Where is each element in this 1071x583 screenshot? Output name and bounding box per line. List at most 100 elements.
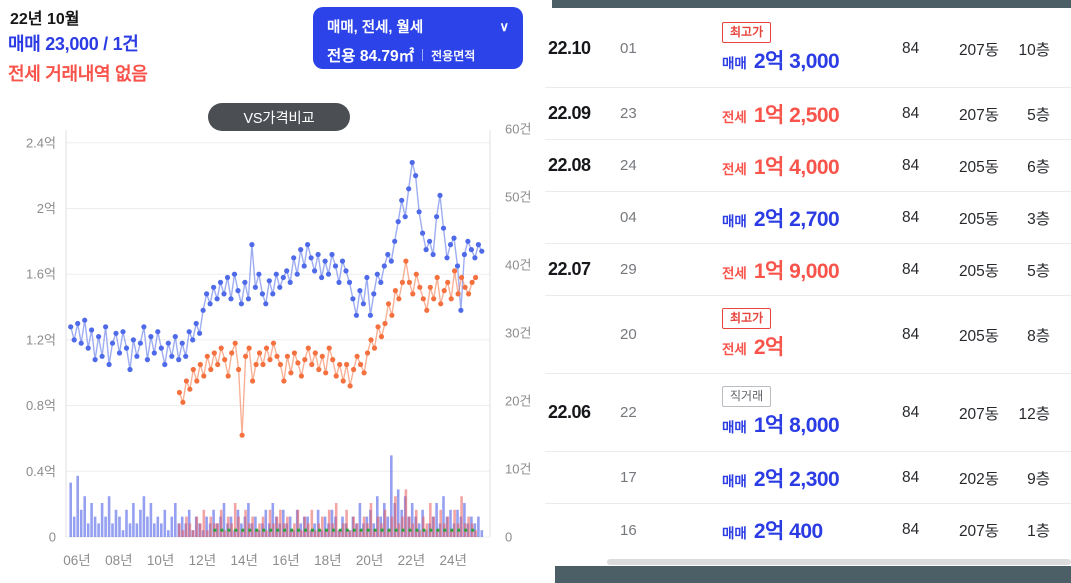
deal-price-value: 2억 400	[753, 520, 823, 543]
transaction-date: 22.10	[548, 38, 591, 58]
deal-price-value: 1억 9,000	[753, 259, 840, 283]
transaction-row[interactable]: 22.10 01 최고가 매매 2억 3,000 84 207동 10층	[545, 10, 1071, 88]
transaction-row[interactable]: 20 최고가 전세 2억 84 205동 8층	[545, 296, 1071, 374]
svg-text:2억: 2억	[37, 201, 56, 216]
jeonse-price-line	[176, 258, 479, 438]
svg-text:16년: 16년	[272, 553, 299, 568]
building-number: 207동	[958, 405, 1000, 423]
area-value: 84	[902, 260, 920, 278]
deal-price-line: 매매 2억 2,700	[722, 203, 840, 233]
transaction-row[interactable]: 17 매매 2억 2,300 84 202동 9층	[545, 452, 1071, 504]
deal-price-line: 매매 1억 8,000	[722, 409, 840, 439]
svg-text:10년: 10년	[147, 553, 174, 568]
deal-type-filter-dropdown[interactable]: 매매, 전세, 월세 ∨ 전용 84.79㎡ 전용면적	[313, 7, 523, 69]
transaction-day: 22	[620, 404, 637, 421]
deal-info: 매매 2억 400	[722, 509, 902, 551]
transaction-row[interactable]: 22.08 24 전세 1억 4,000 84 205동 6층	[545, 140, 1071, 192]
area-value: 84	[902, 325, 920, 343]
transaction-day: 17	[620, 469, 637, 486]
deal-price-value: 2억 2,300	[753, 467, 840, 491]
building-number: 205동	[958, 210, 1000, 228]
floor-number: 12층	[1018, 405, 1050, 423]
transaction-row[interactable]: 16 매매 2억 400 84 207동 1층	[545, 504, 1071, 556]
y-axis-left-labels: 2.4억 2억 1.6억 1.2억 0.8억 0.4억 0	[26, 135, 56, 544]
deal-price-line: 전세 1억 9,000	[722, 255, 840, 285]
deal-price-value: 2억 3,000	[753, 50, 840, 73]
area-value: 84	[902, 468, 920, 486]
svg-text:22년: 22년	[398, 553, 425, 568]
grid-lines	[65, 130, 491, 538]
deal-info: 전세 1억 4,000	[722, 145, 902, 187]
deal-type-label: 매매	[722, 473, 747, 489]
deal-type-label: 전세	[722, 265, 747, 281]
building-number: 207동	[958, 106, 1000, 124]
floor-number: 1층	[1027, 523, 1050, 540]
transaction-day: 04	[620, 209, 637, 226]
deal-type-filter-label: 매매, 전세, 월세	[327, 20, 424, 36]
chevron-down-icon: ∨	[499, 18, 509, 34]
floor-number: 3층	[1027, 210, 1050, 228]
deal-price-line: 매매 2억 3,000	[722, 45, 840, 75]
table-top-dark-bar	[552, 0, 1071, 8]
svg-text:40건: 40건	[505, 258, 531, 273]
table-scrollbar[interactable]	[607, 559, 1071, 565]
transaction-day: 23	[620, 105, 637, 122]
svg-text:20년: 20년	[356, 553, 383, 568]
deal-info: 매매 2억 2,700	[722, 197, 902, 239]
svg-text:20건: 20건	[505, 394, 531, 409]
price-history-chart: 2.4억 2억 1.6억 1.2억 0.8억 0.4억 0 60건 50건 40건 30건 20건 10…	[26, 122, 531, 569]
sale-price-line	[68, 159, 485, 373]
floor-number: 10층	[1018, 41, 1050, 59]
svg-text:14년: 14년	[230, 553, 257, 568]
building-number: 207동	[958, 523, 1000, 540]
building-number: 202동	[958, 470, 1000, 488]
transaction-date: 22.06	[548, 402, 591, 422]
transaction-day: 20	[620, 326, 637, 343]
svg-text:2.4억: 2.4억	[26, 135, 56, 150]
deal-type-label: 전세	[722, 161, 747, 177]
direct-trade-badge: 직거래	[722, 386, 772, 407]
svg-text:50건: 50건	[505, 190, 531, 205]
wolse-volume-dots	[213, 528, 475, 532]
svg-text:60건: 60건	[505, 122, 531, 137]
building-number: 205동	[958, 327, 1000, 345]
deal-price-value: 1억 4,000	[753, 155, 840, 179]
deal-info: 최고가 매매 2억 3,000	[722, 16, 902, 81]
transactions-table: 22.10 01 최고가 매매 2억 3,000 84 207동 10층 22.09 23 전세 1억…	[545, 10, 1071, 556]
building-number: 207동	[958, 41, 1000, 59]
building-number: 205동	[958, 158, 1000, 176]
floor-number: 5층	[1027, 106, 1050, 124]
deal-price-line: 전세 1억 2,500	[722, 99, 840, 129]
svg-text:1.2억: 1.2억	[26, 332, 56, 347]
area-value: 84	[902, 521, 920, 538]
svg-text:0.4억: 0.4억	[26, 464, 56, 479]
deal-info: 최고가 전세 2억	[722, 302, 902, 367]
svg-text:18년: 18년	[314, 553, 341, 568]
area-value: 84	[902, 39, 920, 57]
area-value: 84	[902, 403, 920, 421]
deal-price-line: 전세 2억	[722, 331, 784, 361]
jeonse-summary-text: 전세 거래내역 없음	[8, 64, 148, 84]
area-value: 84	[902, 208, 920, 226]
area-value: 84	[902, 104, 920, 122]
svg-text:0: 0	[49, 530, 56, 545]
deal-type-label: 매매	[722, 526, 747, 541]
svg-text:0: 0	[505, 530, 512, 545]
deal-info: 매매 2억 2,300	[722, 457, 902, 499]
transaction-row[interactable]: 22.07 29 전세 1억 9,000 84 205동 5층	[545, 244, 1071, 296]
transaction-row[interactable]: 04 매매 2억 2,700 84 205동 3층	[545, 192, 1071, 244]
transaction-date: 22.09	[548, 103, 591, 123]
deal-price-value: 1억 8,000	[753, 414, 840, 437]
deal-type-label: 매매	[722, 420, 747, 435]
deal-type-label: 전세	[722, 342, 747, 357]
vs-price-compare-button[interactable]: VS가격비교	[208, 103, 350, 131]
transaction-row[interactable]: 22.09 23 전세 1억 2,500 84 207동 5층	[545, 88, 1071, 140]
svg-text:10건: 10건	[505, 462, 531, 477]
area-filter-value: 전용 84.79㎡	[327, 48, 415, 65]
highest-price-badge: 최고가	[722, 22, 772, 43]
building-number: 205동	[958, 262, 1000, 280]
area-unit-label: 전용면적	[431, 48, 476, 63]
deal-type-label: 전세	[722, 109, 747, 125]
